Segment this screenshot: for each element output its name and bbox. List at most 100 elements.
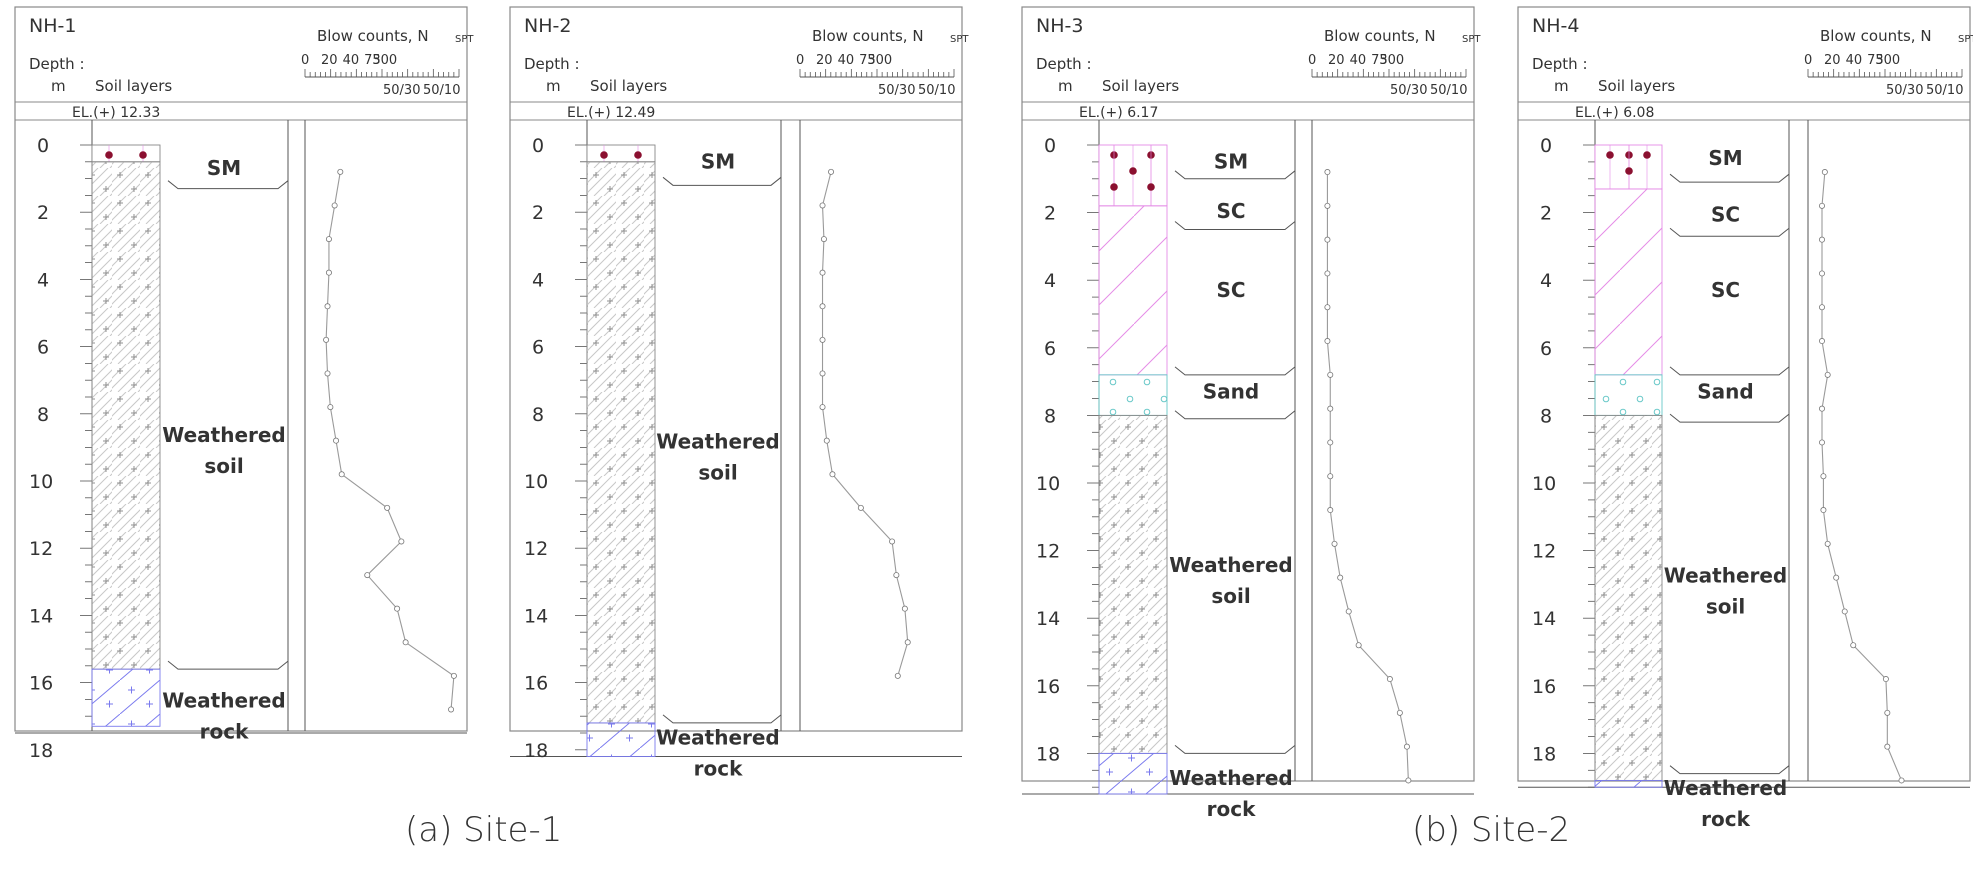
spt-data-point xyxy=(1819,405,1826,412)
fill-marker xyxy=(139,151,147,159)
depth-tick-label: 10 xyxy=(524,471,548,493)
spt-data-point xyxy=(828,168,835,175)
blow-counts-subscript: SPT xyxy=(1462,34,1481,45)
spt-data-point xyxy=(1386,676,1393,683)
depth-tick-label: 2 xyxy=(1044,203,1056,225)
depth-tick-label: 14 xyxy=(1532,608,1556,630)
layer-label: Weathered soil xyxy=(162,423,286,478)
spt-scale-label: 300 xyxy=(867,53,892,68)
depth-tick-label: 10 xyxy=(1036,473,1060,495)
spt-data-point xyxy=(1337,574,1344,581)
fill-marker xyxy=(105,151,113,159)
depth-tick-label: 12 xyxy=(524,538,548,560)
depth-unit: m xyxy=(1058,77,1073,95)
depth-tick-label: 4 xyxy=(532,269,544,291)
spt-scale-label: 20 xyxy=(816,53,833,68)
spt-scale-label: 0 xyxy=(1308,53,1316,68)
spt-data-point xyxy=(819,303,826,310)
elevation-label: EL.(+) 12.33 xyxy=(72,105,160,121)
spt-scale-label: 20 xyxy=(321,53,338,68)
spt-data-point xyxy=(904,639,911,646)
depth-tick-label: 2 xyxy=(37,202,49,224)
spt-data-point xyxy=(337,168,344,175)
layer-label: Weathered rock xyxy=(162,688,286,743)
depth-tick-label: 18 xyxy=(1036,743,1060,765)
spt-scale-label: 0 xyxy=(1804,53,1812,68)
depth-tick-label: 14 xyxy=(524,605,548,627)
layer-label: Sand xyxy=(1697,379,1753,403)
spt-data-point xyxy=(1824,540,1831,547)
depth-tick-label: 12 xyxy=(1532,541,1556,563)
borehole-id: NH-2 xyxy=(524,15,571,37)
layer-boundary xyxy=(1669,366,1790,376)
depth-tick-label: 14 xyxy=(1036,608,1060,630)
depth-unit: m xyxy=(1554,77,1569,95)
soil-layer-weathered-soil xyxy=(1594,414,1663,781)
spt-data-point xyxy=(829,471,836,478)
log-frame xyxy=(1021,6,1475,782)
elevation-label: EL.(+) 6.17 xyxy=(1079,105,1158,121)
blow-counts-label: Blow counts, N xyxy=(812,27,924,45)
soil-layers-label: Soil layers xyxy=(1598,77,1675,95)
layer-label: SC xyxy=(1711,278,1740,302)
spt-data-point xyxy=(901,605,908,612)
depth-tick-label: 0 xyxy=(532,135,544,157)
spt-data-point xyxy=(1327,371,1334,378)
spt-scale-sub-label: 50/10 xyxy=(423,83,460,98)
spt-data-point xyxy=(338,471,345,478)
depth-tick-label: 16 xyxy=(29,673,53,695)
spt-data-point xyxy=(402,639,409,646)
depth-tick-label: 2 xyxy=(1540,203,1552,225)
depth-tick-label: 16 xyxy=(1036,676,1060,698)
spt-data-point xyxy=(1355,642,1362,649)
layer-label: SC xyxy=(1216,199,1245,223)
soil-layer-weathered-soil xyxy=(91,161,161,670)
depth-tick-label: 0 xyxy=(37,135,49,157)
spt-data-point xyxy=(448,706,455,713)
borehole-log-nh-4: NH-4 Depth : m Soil layers Blow counts, N SPT… xyxy=(1517,6,1973,831)
spt-data-point xyxy=(384,504,391,511)
depth-tick-label: 6 xyxy=(532,337,544,359)
layer-label: Weathered soil xyxy=(1664,563,1788,618)
blow-counts-label: Blow counts, N xyxy=(1324,27,1436,45)
spt-data-point xyxy=(1327,507,1334,514)
spt-data-point xyxy=(1403,743,1410,750)
spt-data-point xyxy=(325,236,332,243)
spt-data-point xyxy=(1331,540,1338,547)
spt-blow-count-line xyxy=(325,171,455,710)
layer-label: SM xyxy=(207,156,241,180)
depth-tick-label: 12 xyxy=(1036,541,1060,563)
borehole-id: NH-3 xyxy=(1036,15,1083,37)
layer-label: SM xyxy=(701,149,735,173)
soil-layer-sc xyxy=(1594,188,1663,376)
soil-layer-sand xyxy=(1098,374,1168,416)
spt-data-point xyxy=(323,336,330,343)
spt-data-point xyxy=(394,605,401,612)
spt-data-point xyxy=(1898,777,1905,784)
borehole-log-nh-1: NH-1 Depth : m Soil layers Blow counts, N SPT… xyxy=(14,6,474,762)
depth-label: Depth : xyxy=(524,55,580,73)
soil-layer-sc xyxy=(1098,205,1168,376)
spt-scale-sub-label: 50/30 xyxy=(1390,83,1427,98)
depth-unit: m xyxy=(51,77,66,95)
soil-layer-weathered-rock xyxy=(91,668,161,727)
spt-data-point xyxy=(1833,574,1840,581)
spt-scale-sub-label: 50/30 xyxy=(878,83,915,98)
layer-boundary xyxy=(167,660,289,670)
soil-layers-label: Soil layers xyxy=(95,77,172,95)
depth-tick-label: 18 xyxy=(29,740,53,762)
spt-data-point xyxy=(1850,642,1857,649)
spt-data-point xyxy=(1884,709,1891,716)
spt-data-point xyxy=(325,269,332,276)
layer-label: Weathered soil xyxy=(656,430,780,485)
spt-data-point xyxy=(1327,405,1334,412)
soil-layer-weathered-soil xyxy=(1098,414,1168,754)
spt-scale-label: 40 xyxy=(343,53,360,68)
soil-layer-sm xyxy=(1594,144,1663,190)
spt-data-point xyxy=(1327,439,1334,446)
depth-tick-label: 8 xyxy=(1044,405,1056,427)
spt-data-point xyxy=(820,236,827,243)
soil-layer-weathered-rock xyxy=(1594,779,1663,788)
layer-label: SC xyxy=(1216,278,1245,302)
